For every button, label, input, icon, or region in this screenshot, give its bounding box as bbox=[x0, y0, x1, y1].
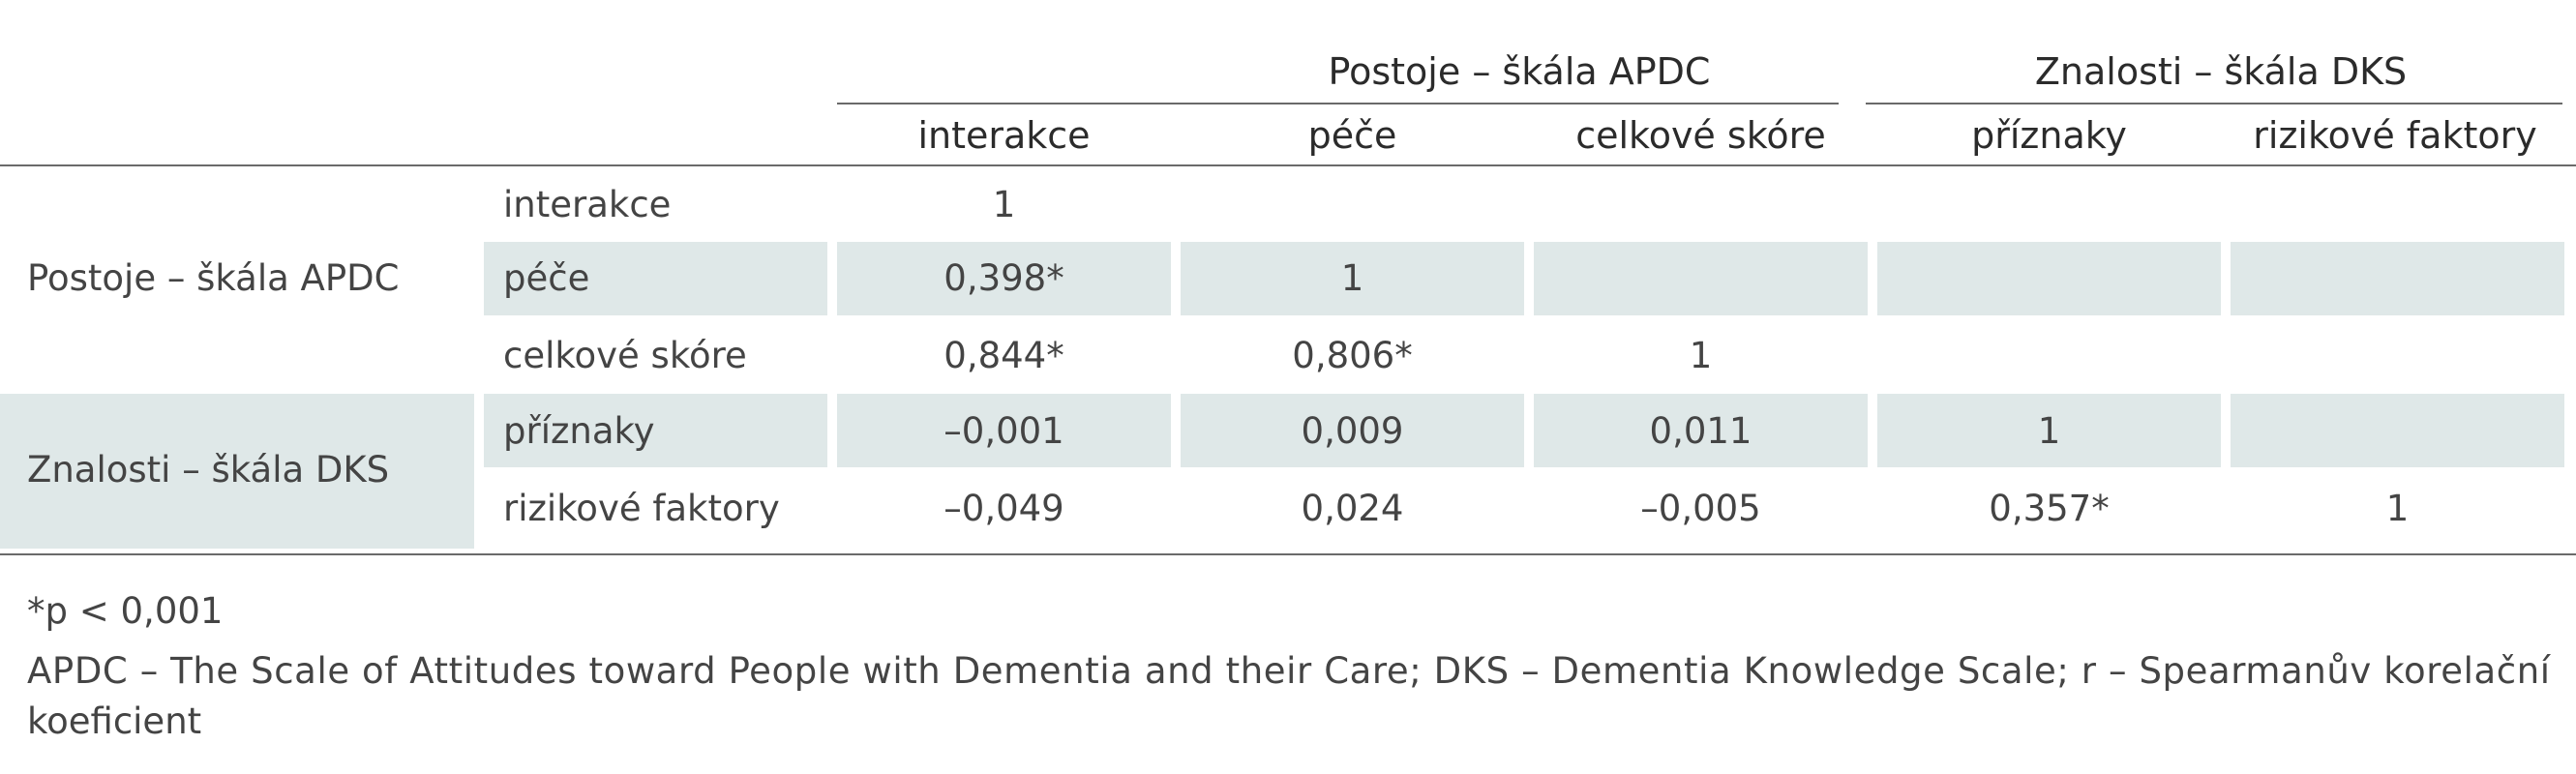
table-cell: –0,001 bbox=[944, 410, 1064, 452]
shade-row-priznaky-c5 bbox=[2231, 394, 2564, 467]
shade-row-pece-c1 bbox=[837, 242, 1171, 315]
table-cell: 0,357* bbox=[1989, 488, 2110, 529]
table-cell: 0,011 bbox=[1649, 410, 1752, 452]
table-cell: –0,005 bbox=[1640, 488, 1761, 529]
group-header-apdc: Postoje – škála APDC bbox=[1328, 50, 1711, 93]
table-cell: 1 bbox=[1689, 335, 1713, 376]
table-cell: 0,398* bbox=[944, 257, 1064, 299]
column-header-celkove-skore: celkové skóre bbox=[1575, 114, 1826, 157]
table-cell: 1 bbox=[2385, 488, 2410, 529]
table-cell: 0,024 bbox=[1301, 488, 1404, 529]
row-label-pece: péče bbox=[503, 257, 590, 299]
row-label-priznaky: příznaky bbox=[503, 410, 655, 452]
shade-row-priznaky-c1 bbox=[837, 394, 1171, 467]
row-label-celkove-skore: celkové skóre bbox=[503, 335, 747, 376]
table-cell: 0,806* bbox=[1292, 335, 1413, 376]
row-group-dks: Znalosti – škála DKS bbox=[27, 449, 390, 491]
shade-row-pece-label bbox=[484, 242, 827, 315]
table-cell: 0,009 bbox=[1301, 410, 1404, 452]
column-header-priznaky: příznaky bbox=[1971, 114, 2127, 157]
row-label-rizikove-faktory: rizikové faktory bbox=[503, 488, 780, 529]
shade-row-priznaky-c3 bbox=[1534, 394, 1868, 467]
shade-row-pece-c5 bbox=[2231, 242, 2564, 315]
column-header-rizikove-faktory: rizikové faktory bbox=[2253, 114, 2537, 157]
column-header-interakce: interakce bbox=[917, 114, 1091, 157]
footnote-abbreviations-continued: koeficient bbox=[27, 700, 202, 742]
shade-row-priznaky-c4 bbox=[1877, 394, 2221, 467]
header-rule bbox=[0, 164, 2576, 166]
table-cell: 0,844* bbox=[944, 335, 1064, 376]
shade-row-pece-c2 bbox=[1181, 242, 1524, 315]
row-label-interakce: interakce bbox=[503, 184, 672, 225]
footnote-abbreviations: APDC – The Scale of Attitudes toward Peo… bbox=[27, 650, 2551, 692]
table-cell: 1 bbox=[992, 184, 1016, 225]
bottom-rule bbox=[0, 553, 2576, 555]
shade-row-priznaky-c2 bbox=[1181, 394, 1524, 467]
group-rule-dks bbox=[1866, 103, 2562, 104]
group-header-dks: Znalosti – škála DKS bbox=[2034, 50, 2408, 93]
table-cell: 1 bbox=[2037, 410, 2061, 452]
table-cell: –0,049 bbox=[944, 488, 1064, 529]
column-header-pece: péče bbox=[1307, 114, 1397, 157]
row-group-apdc: Postoje – škála APDC bbox=[27, 257, 400, 299]
table-cell: 1 bbox=[1340, 257, 1364, 299]
group-rule-apdc bbox=[837, 103, 1839, 104]
shade-row-priznaky-label bbox=[484, 394, 827, 467]
shade-row-pece-c4 bbox=[1877, 242, 2221, 315]
shade-row-pece-c3 bbox=[1534, 242, 1868, 315]
footnote-significance: *p < 0,001 bbox=[27, 590, 224, 632]
shade-group-dks bbox=[0, 394, 474, 549]
